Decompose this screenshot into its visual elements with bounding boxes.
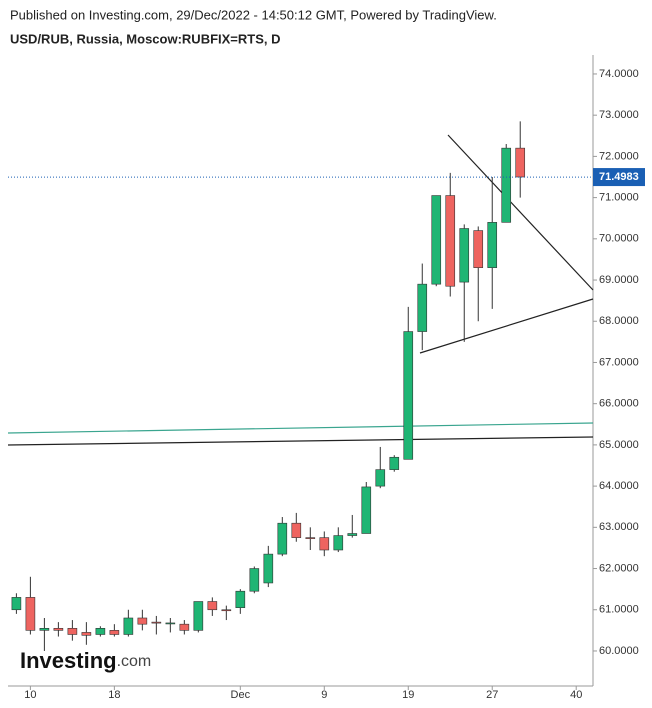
candle-body	[179, 623, 190, 631]
trend-line	[7, 422, 594, 434]
candle-body	[53, 627, 64, 631]
candle-body	[95, 627, 106, 635]
y-tick-label: 64.0000	[599, 480, 639, 492]
candle-body	[305, 537, 316, 539]
candle-body	[81, 632, 92, 636]
last-price-label: 71.4983	[599, 171, 639, 183]
candle-body	[515, 147, 526, 178]
candle-body	[389, 456, 400, 470]
candle-body	[347, 533, 358, 536]
candle-body	[137, 617, 148, 625]
candle-body	[473, 230, 484, 268]
x-tick-label: Dec	[231, 689, 251, 701]
candle-body	[109, 630, 120, 635]
candle-body	[291, 522, 302, 538]
y-tick-label: 71.0000	[599, 192, 639, 204]
candle-body	[25, 597, 36, 631]
candle-body	[207, 601, 218, 611]
y-tick-label: 63.0000	[599, 521, 639, 533]
candle-body	[11, 597, 22, 611]
candle-body	[263, 553, 274, 584]
logo-suffix: .com	[117, 653, 152, 670]
candle-body	[151, 621, 162, 624]
candle-body	[431, 195, 442, 285]
x-tick-label: 19	[402, 689, 414, 701]
y-tick-label: 61.0000	[599, 604, 639, 616]
logo-brand: Investing	[20, 648, 117, 673]
candle-body	[333, 535, 344, 551]
symbol-title: USD/RUB, Russia, Moscow:RUBFIX=RTS, D	[10, 31, 281, 46]
candle-body	[67, 627, 78, 635]
y-tick-label: 74.0000	[599, 68, 639, 80]
y-tick-label: 73.0000	[599, 109, 639, 121]
x-tick-label: 9	[321, 689, 327, 701]
candle-body	[235, 590, 246, 608]
y-tick-label: 65.0000	[599, 439, 639, 451]
y-tick-label: 69.0000	[599, 274, 639, 286]
candle-body	[249, 568, 260, 592]
candle-body	[445, 195, 456, 287]
y-tick-label: 67.0000	[599, 356, 639, 368]
last-price-box	[593, 168, 645, 187]
candle-body	[165, 622, 176, 625]
x-tick-label: 10	[24, 689, 36, 701]
candle-body	[403, 331, 414, 460]
candle-body	[39, 627, 50, 631]
candle-body	[123, 617, 134, 635]
triangle-line	[419, 298, 594, 354]
candle-body	[277, 522, 288, 555]
triangle-line	[447, 134, 594, 291]
candle-body	[501, 147, 512, 223]
candle-body	[375, 469, 386, 487]
candle-body	[319, 537, 330, 551]
logo: Investing.com	[20, 648, 151, 673]
y-tick-label: 68.0000	[599, 315, 639, 327]
published-note: Published on Investing.com, 29/Dec/2022 …	[10, 7, 497, 22]
y-tick-label: 60.0000	[599, 645, 639, 657]
x-tick-label: 40	[570, 689, 582, 701]
trend-line	[7, 436, 594, 446]
x-tick-label: 27	[486, 689, 498, 701]
y-tick-label: 66.0000	[599, 398, 639, 410]
y-tick-label: 62.0000	[599, 562, 639, 574]
x-tick-label: 18	[108, 689, 120, 701]
candle-body	[193, 601, 204, 631]
candle-body	[459, 228, 470, 283]
y-tick-label: 72.0000	[599, 150, 639, 162]
candle-body	[221, 609, 232, 612]
y-tick-label: 70.0000	[599, 233, 639, 245]
candle-body	[487, 222, 498, 268]
candle-body	[361, 486, 372, 534]
candle-body	[417, 283, 428, 332]
